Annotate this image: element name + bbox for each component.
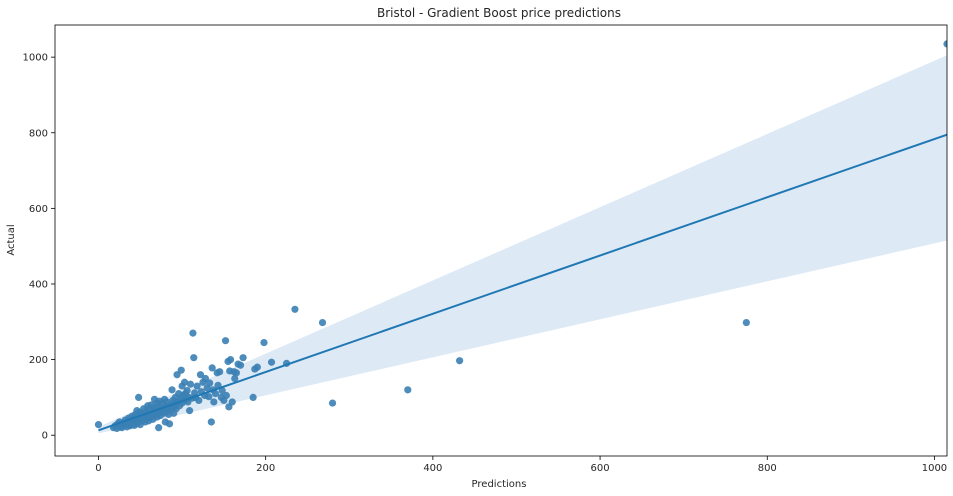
data-point [205, 393, 213, 401]
data-point [328, 399, 337, 407]
data-point [177, 366, 185, 374]
confidence-band [98, 55, 947, 434]
data-point [189, 329, 197, 337]
data-point [226, 355, 235, 364]
data-point [193, 382, 201, 390]
x-tick-label: 600 [591, 463, 610, 474]
data-point [228, 398, 236, 406]
data-point [186, 380, 195, 388]
data-point [404, 386, 412, 394]
data-point [207, 418, 215, 426]
data-point [231, 374, 239, 383]
x-tick-label: 0 [95, 463, 101, 474]
data-point [211, 390, 220, 398]
data-point [456, 357, 464, 365]
data-point [155, 424, 163, 432]
data-point [134, 393, 143, 401]
regression-line [98, 133, 947, 432]
x-tick-label: 1000 [922, 463, 947, 474]
y-tick-label: 400 [29, 279, 48, 290]
x-axis-label: Predictions [472, 479, 527, 490]
y-tick-label: 1000 [23, 53, 48, 64]
data-point [260, 338, 268, 347]
data-point [168, 386, 176, 394]
y-tick-label: 200 [29, 355, 48, 366]
data-point [180, 378, 189, 386]
x-tick-label: 200 [256, 463, 275, 474]
data-point [165, 420, 174, 428]
chart-title: Bristol - Gradient Boost price predictio… [377, 6, 621, 20]
y-tick-label: 0 [42, 431, 48, 442]
data-point [253, 363, 261, 371]
data-point [249, 393, 257, 401]
data-point [206, 379, 214, 387]
data-point [173, 371, 181, 379]
axes: 0 200 400 600 800 1000 0 200 400 600 800 1000 [23, 24, 948, 474]
data-point [291, 305, 299, 313]
data-point [216, 368, 224, 376]
data-point [232, 369, 241, 377]
data-point [210, 398, 218, 406]
data-point [183, 386, 191, 395]
data-point [94, 421, 103, 429]
data-point [222, 391, 230, 400]
plot-area [94, 40, 947, 434]
y-axis-label: Actual [6, 224, 17, 255]
data-point [943, 40, 947, 48]
y-tick-label: 800 [29, 128, 48, 139]
data-point [318, 318, 327, 327]
data-point [190, 354, 198, 362]
x-tick-label: 400 [423, 463, 442, 474]
data-point [267, 358, 276, 366]
x-tick-label: 800 [758, 463, 777, 474]
data-point [196, 371, 205, 379]
data-point [742, 318, 750, 327]
data-point [236, 361, 245, 369]
y-tick-label: 600 [29, 204, 48, 215]
data-point [185, 407, 194, 415]
plot-inner [94, 40, 947, 434]
data-point [208, 364, 216, 372]
plot-frame [54, 24, 948, 457]
data-point [195, 396, 203, 405]
data-point [221, 337, 230, 345]
data-point [201, 374, 210, 383]
data-point [239, 354, 247, 362]
